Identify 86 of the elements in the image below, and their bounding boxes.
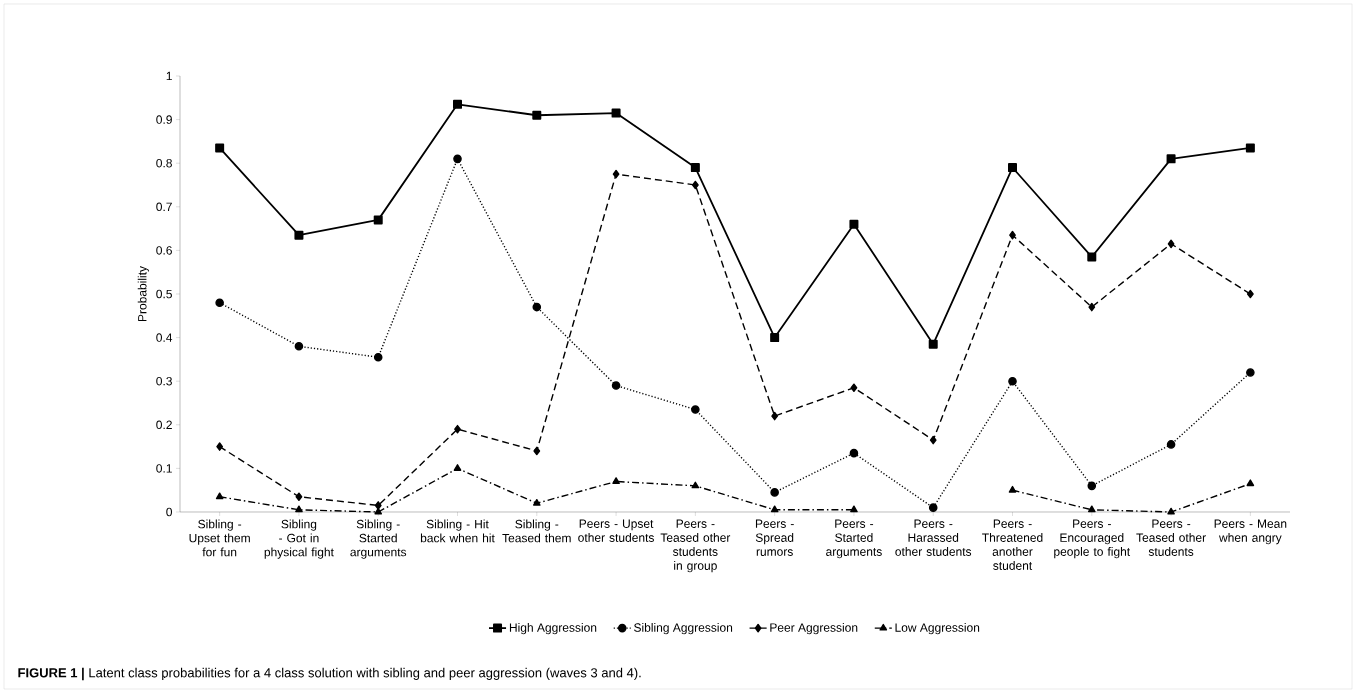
y-tick-label: 0.6	[156, 246, 172, 255]
point	[373, 215, 383, 225]
point	[374, 507, 383, 515]
point	[216, 442, 224, 451]
x-tick-label: Peers - Encouraged people to fight	[1054, 519, 1131, 559]
x-tick-label: Peers - Harassed other students	[895, 519, 972, 556]
y-tick-label: 0.5	[156, 289, 172, 299]
point	[1167, 239, 1175, 249]
point	[294, 342, 304, 351]
point	[453, 99, 462, 109]
x-tick-label: Peers - Mean when angry	[1214, 519, 1287, 545]
point	[374, 501, 382, 510]
point	[691, 180, 699, 190]
point	[453, 154, 462, 164]
x-tick-label: Peers - Upset other students	[578, 519, 654, 542]
point	[691, 481, 700, 489]
y-tick-label: 0.7	[156, 202, 172, 212]
point	[611, 108, 621, 118]
point	[1087, 481, 1097, 491]
y-axis-title: Probability	[137, 266, 149, 322]
point	[1245, 143, 1255, 153]
x-tick-label: Peers - Threatened another student	[982, 519, 1043, 570]
point	[850, 383, 858, 393]
point	[691, 405, 700, 414]
x-tick-label: Sibling - Upset them for fun	[189, 519, 250, 557]
point	[1167, 507, 1175, 515]
x-tick-label: Peers - Spread rumors	[755, 519, 794, 556]
y-tick-label: 0.1	[156, 464, 172, 473]
point	[215, 298, 224, 308]
point	[1087, 505, 1096, 513]
point	[929, 435, 937, 445]
point	[295, 492, 303, 502]
point	[1088, 302, 1096, 312]
legend-label: High Aggression	[509, 623, 597, 635]
point	[1009, 230, 1016, 240]
x-tick-label: Peers - Started arguments	[826, 519, 882, 559]
point	[532, 110, 542, 120]
point	[215, 492, 224, 500]
point	[850, 505, 858, 513]
point	[1166, 154, 1176, 164]
point	[1008, 485, 1017, 493]
text: FIGURE 1 | Latent class probabilities for a 4 class solution with sibling and peer aggression (waves 3 and 4).	[18, 667, 641, 681]
x-tick-label: Peers - Teased other students	[1136, 519, 1206, 556]
point	[295, 505, 303, 513]
y-tick-label: 0.2	[156, 420, 172, 430]
y-tick-label: 0.9	[156, 115, 172, 124]
point	[215, 143, 225, 153]
point	[770, 333, 780, 343]
point	[1008, 376, 1017, 386]
point	[1246, 479, 1255, 487]
point	[373, 352, 383, 362]
y-tick-label: 0.8	[156, 158, 172, 168]
point	[294, 230, 304, 240]
point	[770, 505, 779, 513]
point	[612, 169, 620, 179]
point	[849, 219, 859, 229]
point	[1166, 440, 1176, 449]
y-tick-label: 0.4	[156, 333, 173, 342]
point	[533, 446, 541, 456]
legend-label: Low Aggression	[895, 623, 980, 635]
y-tick-label: 0.3	[156, 376, 172, 386]
point	[454, 424, 461, 434]
point	[690, 163, 700, 173]
point	[1087, 252, 1097, 262]
point	[1246, 289, 1254, 299]
y-tick-label: 1	[166, 71, 172, 81]
x-tick-label: Peers - Teased other students in group	[660, 519, 731, 573]
point	[532, 302, 542, 312]
point	[849, 448, 859, 458]
y-tick-label: 0	[166, 507, 173, 517]
point	[1008, 163, 1017, 173]
point	[611, 381, 621, 390]
x-tick-label: Sibling - Started arguments	[350, 519, 407, 559]
point	[928, 503, 938, 512]
point	[532, 498, 541, 506]
point	[1246, 368, 1255, 377]
point	[612, 477, 620, 484]
x-tick-label: Sibling - Hit back when hit	[420, 519, 495, 543]
point	[453, 464, 462, 471]
point	[928, 339, 938, 349]
legend-label: Sibling Aggression	[634, 623, 733, 635]
x-tick-label: Sibling - Got in physical fight	[264, 519, 334, 559]
point	[770, 488, 779, 497]
point	[771, 411, 779, 421]
legend-label: Peer Aggression	[770, 623, 858, 635]
x-tick-label: Sibling - Teased them	[502, 519, 571, 543]
